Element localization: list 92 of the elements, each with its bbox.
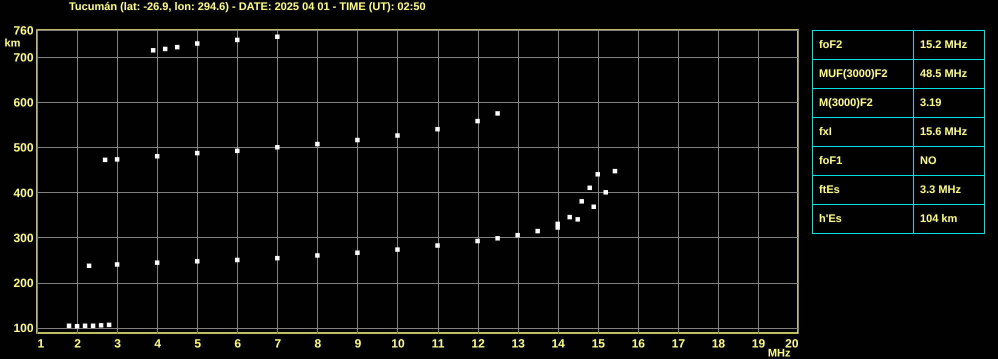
text: fxI <box>812 118 914 146</box>
x-tick-label: 14 <box>552 336 566 350</box>
x-tick-label: 10 <box>391 336 405 350</box>
text: foF2 <box>812 30 914 60</box>
x-tick-label: 12 <box>471 336 486 350</box>
point <box>435 126 440 132</box>
point <box>612 168 618 174</box>
text: 3.3 MHz <box>914 176 984 204</box>
point <box>596 172 600 177</box>
point <box>114 157 120 162</box>
x-tick-label: 18 <box>712 336 726 350</box>
x-tick-label: 17 <box>672 336 686 350</box>
point <box>106 322 112 328</box>
text: 15.2 MHz <box>914 30 984 60</box>
point <box>194 150 200 156</box>
y-axis-title: km <box>4 38 21 50</box>
x-tick-label: 13 <box>511 336 526 350</box>
text: 48.5 MHz <box>914 60 984 88</box>
point <box>315 142 320 146</box>
x-tick-label: 8 <box>314 336 322 350</box>
point <box>194 41 200 46</box>
point <box>150 48 156 53</box>
point <box>535 228 540 234</box>
text: h'Es <box>812 204 914 234</box>
x-axis-title: MHz <box>768 348 791 359</box>
point <box>174 44 180 50</box>
point <box>86 264 92 268</box>
point <box>515 232 520 238</box>
x-tick-label: 16 <box>632 336 646 350</box>
point <box>567 214 572 220</box>
x-tick-label: 11 <box>432 336 445 350</box>
point <box>495 111 500 116</box>
point <box>475 118 480 124</box>
point <box>395 133 400 138</box>
chart-title: Tucumán (lat: -26.9, lon: 294.6) - DATE: 2025 04 01 - TIME (UT): 02:50 <box>69 1 426 13</box>
y-tick-label: 500 <box>13 140 34 155</box>
point <box>604 190 608 195</box>
point <box>275 144 280 150</box>
x-tick-label: 2 <box>74 336 82 350</box>
point <box>114 262 120 267</box>
y-tick-label: 300 <box>13 230 34 245</box>
point <box>355 250 360 255</box>
point <box>315 253 320 258</box>
x-tick-label: 6 <box>234 336 242 350</box>
point <box>275 256 280 260</box>
point <box>591 204 596 209</box>
point <box>555 225 560 230</box>
point <box>194 259 200 264</box>
point <box>579 199 584 204</box>
y-tick-label: 700 <box>13 50 34 65</box>
text: 15.6 MHz <box>914 118 984 146</box>
x-tick-label: 5 <box>194 336 202 350</box>
point <box>98 323 104 328</box>
text: MUF(3000)F2 <box>812 60 914 88</box>
x-tick-label: 19 <box>752 336 766 350</box>
y-tick-label: 400 <box>13 186 34 200</box>
point <box>154 154 160 158</box>
y-tick-label: 600 <box>13 96 34 110</box>
point <box>235 258 240 262</box>
point <box>475 238 480 244</box>
point <box>162 46 168 52</box>
text: foF1 <box>812 146 914 176</box>
point <box>154 260 160 265</box>
point <box>102 158 108 162</box>
point <box>355 138 360 142</box>
x-tick-label: 20 <box>785 336 799 350</box>
x-tick-label: 9 <box>354 336 362 350</box>
point <box>90 324 96 328</box>
x-tick-label: 15 <box>592 336 606 350</box>
x-tick-label: 3 <box>114 336 122 350</box>
x-tick-label: 7 <box>274 336 282 350</box>
point <box>66 324 72 328</box>
text: NO <box>914 146 984 176</box>
point <box>575 217 580 222</box>
y-tick-label: 200 <box>13 276 34 290</box>
x-tick-label: 4 <box>154 336 162 350</box>
text: M(3000)F2 <box>812 88 914 118</box>
point <box>235 38 240 42</box>
point <box>435 243 440 248</box>
x-tick-label: 1 <box>38 336 44 350</box>
point <box>74 324 80 328</box>
text: ftEs <box>812 176 914 204</box>
point <box>275 34 280 39</box>
y-tick-label: 100 <box>13 321 34 336</box>
text: 3.19 <box>914 88 984 118</box>
point <box>82 324 88 328</box>
text: 104 km <box>914 204 984 234</box>
y-tick-label: 760 <box>13 24 34 38</box>
point <box>495 236 500 241</box>
point <box>235 148 240 154</box>
point <box>587 186 592 190</box>
point <box>395 247 400 252</box>
